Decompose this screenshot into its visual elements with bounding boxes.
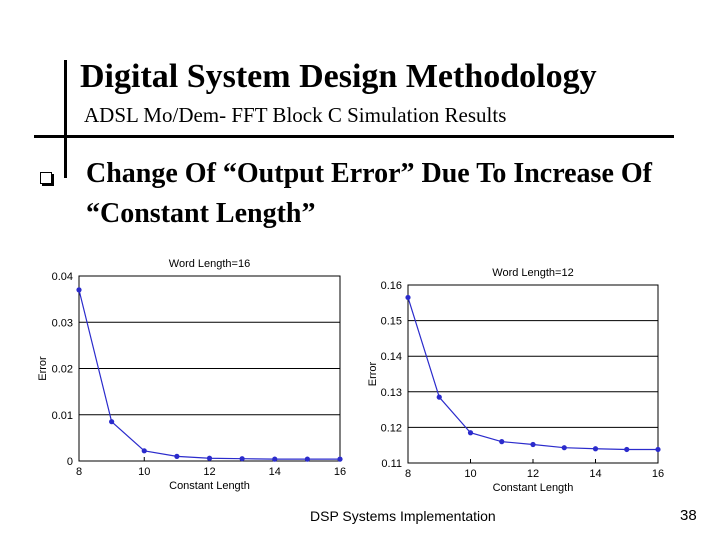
y-tick-label-1: 0.01 bbox=[52, 410, 73, 422]
decorative-horizontal-rule bbox=[34, 135, 674, 138]
y-tick-label-3: 0.03 bbox=[52, 317, 73, 329]
x-axis-label: Constant Length bbox=[169, 480, 250, 492]
data-point-7 bbox=[624, 446, 630, 453]
x-tick-label-2: 12 bbox=[203, 466, 215, 478]
data-point-1 bbox=[436, 394, 442, 400]
x-tick-label-3: 14 bbox=[269, 466, 281, 478]
x-tick-label-1: 10 bbox=[138, 466, 150, 478]
data-point-0 bbox=[405, 294, 411, 301]
data-point-3 bbox=[174, 453, 180, 459]
data-point-1 bbox=[109, 419, 115, 425]
x-tick-label-4: 16 bbox=[334, 466, 346, 478]
y-tick-label-0: 0.11 bbox=[381, 458, 402, 470]
x-tick-label-1: 10 bbox=[464, 468, 476, 480]
y-tick-label-3: 0.14 bbox=[381, 351, 402, 363]
bullet-square-icon bbox=[40, 172, 52, 184]
y-tick-label-1: 0.12 bbox=[381, 422, 402, 434]
data-point-2 bbox=[141, 448, 147, 454]
x-axis-label: Constant Length bbox=[493, 482, 574, 494]
data-point-3 bbox=[499, 439, 505, 445]
y-tick-label-0: 0 bbox=[67, 456, 73, 468]
page-number: 38 bbox=[680, 507, 697, 524]
x-tick-label-0: 8 bbox=[76, 466, 82, 478]
x-tick-label-2: 12 bbox=[527, 468, 539, 480]
y-tick-label-4: 0.15 bbox=[381, 316, 402, 328]
data-point-4 bbox=[206, 455, 213, 461]
data-point-7 bbox=[304, 456, 310, 462]
footer-text: DSP Systems Implementation bbox=[310, 508, 496, 524]
data-point-6 bbox=[272, 456, 278, 462]
chart-title: Word Length=16 bbox=[169, 258, 250, 270]
data-point-0 bbox=[76, 287, 82, 293]
x-tick-label-4: 16 bbox=[652, 468, 664, 480]
x-tick-label-0: 8 bbox=[405, 468, 411, 480]
y-tick-label-2: 0.02 bbox=[52, 364, 73, 376]
data-point-8 bbox=[655, 446, 661, 453]
y-axis-label: Error bbox=[367, 361, 379, 386]
data-point-6 bbox=[592, 446, 599, 452]
x-tick-label-3: 14 bbox=[589, 468, 601, 480]
data-point-5 bbox=[239, 456, 245, 462]
slide-subtitle: ADSL Mo/Dem- FFT Block C Simulation Resu… bbox=[84, 103, 507, 127]
chart-title: Word Length=12 bbox=[492, 267, 573, 279]
y-tick-label-5: 0.16 bbox=[381, 280, 402, 292]
y-tick-label-4: 0.04 bbox=[52, 271, 73, 283]
data-point-8 bbox=[337, 456, 343, 462]
data-point-2 bbox=[467, 430, 474, 436]
slide-title: Digital System Design Methodology bbox=[80, 58, 597, 95]
plot-area bbox=[408, 285, 658, 463]
y-axis-label: Error bbox=[37, 356, 49, 381]
data-point-4 bbox=[530, 441, 536, 448]
bullet-text: Change Of “Output Error” Due To Increase… bbox=[86, 158, 652, 229]
decorative-vertical-rule bbox=[64, 60, 67, 178]
y-tick-label-2: 0.13 bbox=[381, 387, 402, 399]
data-point-5 bbox=[561, 445, 567, 451]
